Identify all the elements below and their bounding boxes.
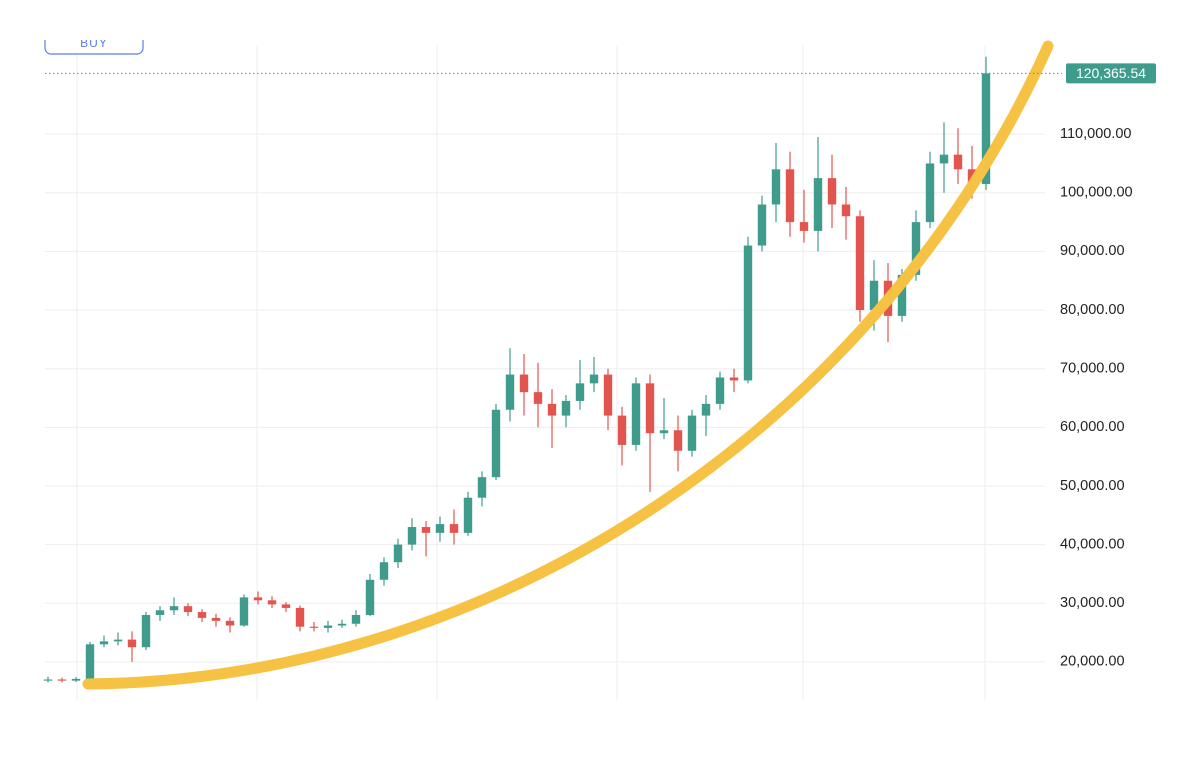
candle-body [449,524,459,533]
candle-body [687,415,697,451]
candle-body [645,383,655,434]
candle-body [407,527,417,545]
candle-body [589,374,599,384]
y-tick-label: 90,000.00 [1060,243,1125,259]
candle-body [127,639,137,648]
candle-body [281,604,291,608]
candle-body [925,163,935,223]
candle-body [239,597,249,626]
candle-body [869,280,879,311]
candle-body [477,477,487,498]
candle-body [463,497,473,533]
candle-body [155,610,165,615]
candle-body [491,409,501,478]
candle-body [421,527,431,533]
candle-body [547,403,557,416]
candles [43,56,991,683]
candle-body [435,524,445,533]
candle-body [379,562,389,580]
candle-body [659,430,669,434]
candle-body [785,169,795,223]
candle-body [99,641,109,645]
candle-body [911,222,921,275]
candle-body [897,274,907,316]
candle-body [603,374,613,416]
candle-body [323,625,333,628]
y-tick-label: 50,000.00 [1060,478,1125,494]
y-tick-label: 20,000.00 [1060,654,1125,670]
y-tick-label: 110,000.00 [1060,126,1132,142]
candle-body [715,377,725,404]
candle-body [183,606,193,613]
candle-body [533,392,543,404]
candle-body [365,579,375,615]
candle-body [113,639,123,642]
candle-body [309,626,319,628]
candle-body [827,178,837,205]
candle-body [141,614,151,648]
candle-body [575,383,585,401]
candle-body [211,617,221,621]
candle-body [253,597,263,601]
y-tick-label: 30,000.00 [1060,595,1125,611]
candle-body [267,600,277,605]
candle-body [519,374,529,393]
candle-body [85,644,95,679]
y-tick-label: 40,000.00 [1060,536,1125,552]
candle-body [729,377,739,381]
y-tick-label: 70,000.00 [1060,361,1125,377]
candle-body [561,400,571,416]
candle-body [701,403,711,416]
candle-body [841,204,851,217]
last-price-label: 120,365.54 [1076,65,1146,81]
candle-body [197,612,207,618]
candle-body [953,154,963,170]
candle-body [351,614,361,624]
y-tick-label: 80,000.00 [1060,302,1125,318]
trend-curve [82,40,1054,690]
candle-body [939,154,949,164]
candle-body [505,374,515,410]
button-crop [40,0,150,40]
candle-body [57,679,67,681]
candle-body [225,620,235,626]
buy-button[interactable]: BUY [40,0,150,55]
candle-body [771,169,781,205]
candle-body [631,383,641,445]
candle-body [981,73,991,184]
candle-body [757,204,767,246]
candle-body [43,679,53,681]
last-price-tag [1066,63,1156,84]
candle-body [295,607,305,627]
y-tick-label: 60,000.00 [1060,419,1125,435]
candle-body [855,216,865,311]
grid [45,45,1045,700]
candle-body [169,606,179,611]
candle-body [799,222,809,231]
candle-body [673,430,683,451]
candle-body [813,178,823,231]
candle-body [337,623,347,626]
y-tick-label: 100,000.00 [1060,185,1133,201]
candle-body [71,678,81,681]
candle-body [617,415,627,445]
candle-body [393,544,403,563]
candle-body [743,245,753,381]
